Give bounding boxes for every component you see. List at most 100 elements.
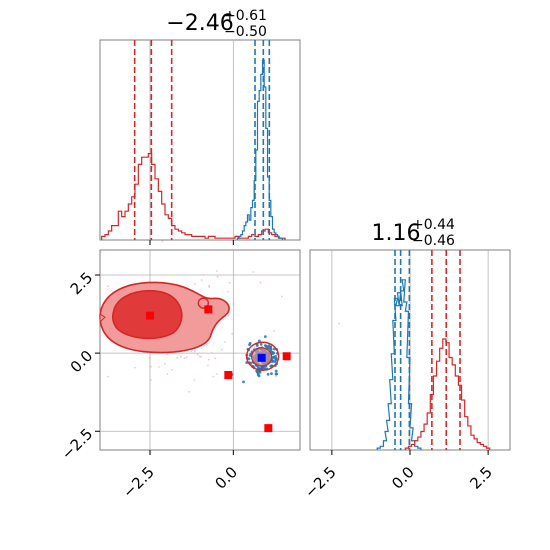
marginal-y-histograms: [376, 250, 491, 450]
joint-scatter-point-pink: [210, 351, 213, 354]
joint-scatter-point-pink: [208, 286, 211, 288]
joint-scatter-point-pink: [207, 358, 210, 361]
marginal-y-title-sub: −0.46: [412, 233, 455, 249]
joint-xtick-label: −2.5: [119, 463, 157, 501]
marginal-x-title: −2.46: [166, 11, 233, 36]
joint-scatter-point-blue: [257, 374, 261, 378]
joint-scatter-point-pink: [166, 373, 169, 375]
joint-scatter-point-pink: [99, 251, 102, 254]
joint-ytick-label: 2.5: [67, 269, 97, 299]
marginal-x-hist-1: [236, 59, 284, 240]
joint-scatter-point-blue: [274, 357, 278, 361]
joint-scatter-point-blue: [273, 360, 277, 364]
marginal-y-title-sup: +0.44: [412, 217, 455, 233]
joint-scatter-point-blue: [274, 369, 278, 373]
joint-scatter-point-pink: [338, 322, 340, 325]
joint-scatter-point-pink: [273, 330, 276, 333]
marginal-y-ticks: −2.5 0.0 2.5: [301, 450, 496, 502]
joint-scatter-point-pink: [232, 303, 235, 305]
marginal-x-panel: −2.46 +0.61 −0.50: [99, 8, 301, 245]
marginal-x-ticks: [149, 240, 234, 245]
joint-scatter-point-blue: [257, 339, 261, 343]
joint-ytick-label: −2.5: [58, 425, 96, 463]
joint-scatter-point-pink: [166, 353, 169, 356]
joint-scatter-point-pink: [161, 240, 164, 243]
joint-scatter-point-blue: [270, 372, 273, 376]
marginal-y-title-main: 1.16: [372, 221, 421, 246]
joint-scatter-point-pink: [150, 365, 152, 368]
joint-scatter-point-blue: [256, 371, 260, 375]
joint-scatter-point-pink: [107, 285, 109, 288]
joint-scatter-point-blue: [266, 372, 270, 376]
joint-scatter-point-blue: [275, 372, 279, 376]
marginal-y-tick-label: 2.5: [466, 463, 496, 493]
joint-scatter-point-pink: [193, 352, 196, 355]
joint-scatter-point-pink: [203, 344, 206, 347]
marginal-x-title-sub: −0.50: [224, 24, 267, 40]
joint-scatter-point-pink: [252, 271, 255, 273]
joint-scatter-point-pink: [158, 365, 160, 368]
marginal-x-frame: [99, 39, 301, 241]
joint-scatter-point-pink: [185, 356, 188, 359]
joint-contour-small: [197, 297, 210, 309]
joint-scatter-point-blue: [248, 343, 251, 347]
marginal-y-tick-label: 0.0: [388, 463, 418, 493]
joint-scatter-point-pink: [208, 284, 211, 287]
joint-scatter-point-pink: [148, 356, 151, 359]
joint-scatter-point-pink: [193, 283, 196, 286]
joint-scatter-point-pink: [205, 343, 208, 346]
joint-scatter-point-pink: [149, 378, 152, 381]
joint-scatter-point-pink: [183, 357, 186, 360]
joint-scatter-point-blue: [266, 345, 270, 349]
marginal-y-hist-1: [404, 338, 491, 450]
joint-scatter-point-pink: [220, 348, 223, 351]
joint-scatter-point-pink: [280, 295, 283, 298]
joint-contour-edge: [99, 313, 106, 324]
joint-marker-red: [282, 352, 291, 361]
joint-marker-blue: [257, 353, 266, 362]
joint-ytick-label: 0.0: [67, 347, 97, 377]
marginal-x-hist-0: [101, 153, 286, 240]
marginal-x-histograms: [101, 40, 286, 240]
joint-markers: [146, 305, 291, 433]
joint-marker-red: [146, 311, 154, 320]
joint-scatter-point-pink: [164, 362, 166, 365]
joint-scatter-point-pink: [216, 275, 219, 278]
joint-scatter-point-pink: [196, 353, 199, 356]
marginal-y-tick-label: −2.5: [301, 463, 339, 501]
joint-scatter-point-pink: [214, 357, 217, 360]
joint-scatter-point-pink: [215, 270, 218, 273]
joint-scatter-point-pink: [212, 375, 215, 378]
joint-contour-cluster-outer: [245, 341, 280, 371]
marginal-x-title-sup: +0.61: [224, 8, 267, 24]
joint-scatter-point-pink: [193, 379, 196, 382]
joint-scatter-point-pink: [227, 314, 230, 317]
joint-scatter-point-pink: [207, 364, 209, 367]
marginal-y-panel: −2.5 0.0 2.5 1.16 +0.44 −0.46: [301, 217, 511, 502]
joint-scatter-point-pink: [193, 350, 196, 352]
joint-scatter-point-blue: [269, 347, 273, 351]
joint-scatter-point-pink: [275, 375, 277, 378]
joint-scatter-point-pink: [200, 355, 202, 358]
joint-panel: −2.5 0.0 2.5 0.0 −2.5: [58, 240, 340, 502]
joint-marker-red: [264, 424, 273, 433]
joint-marker-red: [204, 305, 213, 314]
joint-scatter-point-blue: [274, 355, 278, 358]
joint-scatter-point-pink: [215, 373, 218, 375]
joint-scatter-point-pink: [188, 390, 190, 393]
joint-scatter-point-blue: [259, 342, 263, 346]
joint-scatter-point-pink: [224, 340, 226, 343]
joint-scatter-point-pink: [179, 355, 182, 358]
joint-scatter-point-blue: [269, 364, 273, 368]
marginal-x-title-main: −2.46: [166, 11, 233, 36]
joint-scatter-point-pink: [254, 346, 256, 349]
joint-scatter-point-pink: [133, 366, 136, 369]
joint-scatter-point-pink: [107, 375, 109, 378]
joint-scatter-point-pink: [190, 350, 193, 353]
joint-scatter-point-pink: [259, 281, 262, 284]
joint-marker-red: [224, 371, 233, 379]
joint-scatter-point-blue: [263, 335, 267, 339]
joint-scatter-point-pink: [228, 281, 231, 284]
joint-scatter-point-pink: [171, 368, 173, 371]
